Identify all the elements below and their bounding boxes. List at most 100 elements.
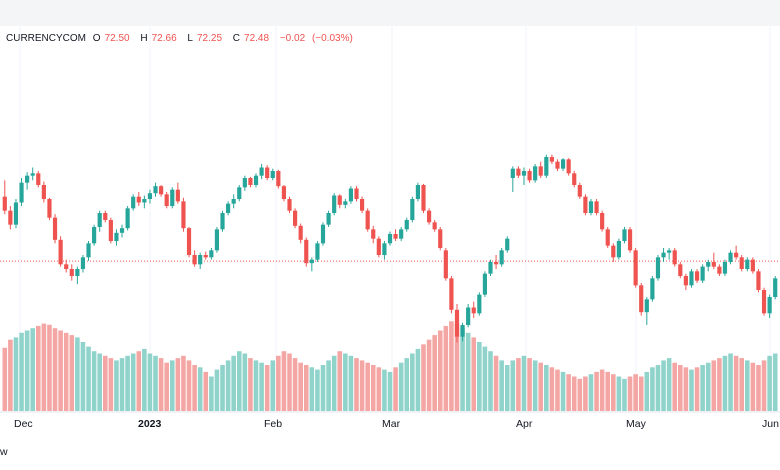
volume-bar — [186, 360, 192, 411]
volume-bar — [24, 330, 30, 411]
volume-bar — [449, 321, 454, 411]
candle — [298, 223, 303, 244]
candle-body — [756, 271, 761, 290]
candle — [343, 199, 348, 209]
volume-bar — [108, 358, 114, 411]
candle-body — [616, 241, 621, 258]
candle-body — [488, 262, 493, 274]
candle — [722, 259, 728, 276]
candle — [555, 159, 560, 171]
volume-bar — [225, 360, 231, 411]
candle-body — [426, 210, 432, 223]
candle-body — [611, 245, 616, 258]
volume-bar — [705, 362, 711, 411]
candle-body — [672, 250, 677, 265]
volume-bar — [627, 376, 633, 411]
candle-body — [175, 189, 180, 202]
x-tick-label: Jun — [762, 418, 779, 430]
volume-bar — [650, 367, 655, 411]
volume-bar — [661, 360, 666, 411]
candle-body — [298, 225, 303, 240]
volume-bar — [499, 360, 504, 411]
candle — [443, 248, 448, 281]
candle — [231, 194, 236, 209]
candle — [605, 227, 610, 248]
candle — [198, 252, 203, 269]
volume-bar — [571, 376, 577, 411]
volume-bar — [41, 323, 47, 411]
volume-bar — [728, 353, 733, 411]
volume-bar — [52, 328, 58, 411]
candle-body — [689, 271, 694, 286]
candle — [64, 259, 69, 273]
candle-body — [633, 250, 638, 286]
candle — [627, 227, 633, 253]
candle-body — [348, 188, 354, 202]
volume-bar — [700, 365, 705, 411]
candle-body — [583, 196, 588, 213]
candle-body — [287, 199, 292, 211]
volume-bar — [605, 371, 611, 411]
volume-bar — [678, 365, 683, 411]
candle-body — [304, 239, 309, 264]
candle — [471, 301, 476, 318]
x-tick-label: Apr — [516, 418, 533, 430]
candle-body — [533, 166, 538, 181]
candle-body — [404, 220, 409, 230]
volume-bar — [382, 369, 387, 411]
candle-body — [700, 266, 705, 281]
candle — [287, 196, 292, 213]
candle — [717, 264, 722, 276]
candle-body — [248, 178, 253, 185]
candle — [706, 259, 711, 272]
candle — [622, 227, 627, 244]
candle — [304, 237, 309, 267]
volume-bar — [504, 365, 510, 411]
candle — [493, 255, 499, 269]
volume-bar — [276, 355, 281, 411]
candle — [410, 196, 415, 223]
volume-bar — [477, 342, 482, 411]
candle — [337, 194, 342, 209]
candle — [281, 185, 287, 202]
volume-bar — [203, 371, 209, 411]
volume-bar — [745, 360, 750, 411]
candle-body — [164, 194, 169, 206]
candle-body — [220, 213, 225, 230]
volume-bar — [638, 376, 644, 411]
toolbar-strip — [0, 0, 780, 26]
volume-bar — [538, 362, 544, 411]
candle-body — [466, 307, 471, 325]
candle — [382, 241, 387, 260]
candle — [477, 292, 482, 316]
candle-body — [622, 229, 627, 241]
candle — [655, 255, 661, 281]
volume-bar — [315, 369, 320, 411]
volume-bar — [521, 355, 527, 411]
candle-body — [572, 173, 577, 185]
volume-bar — [599, 369, 605, 411]
volume-bar — [398, 362, 404, 411]
candle-body — [767, 297, 772, 314]
volume-bar — [510, 360, 516, 411]
candle — [326, 210, 331, 227]
symbol-label[interactable]: CURRENCYCOM — [6, 33, 86, 44]
candle — [633, 248, 638, 288]
volume-bar — [147, 353, 153, 411]
candle — [371, 225, 376, 244]
volume-bar — [750, 362, 756, 411]
candle — [103, 210, 108, 223]
volume-bar — [365, 362, 370, 411]
candle-body — [555, 161, 560, 169]
volume-bar — [47, 324, 52, 411]
time-axis: Dec 2023 Feb Mar Apr May Jun — [14, 418, 779, 430]
candle — [186, 227, 192, 258]
volume-bar — [80, 342, 86, 411]
candle — [600, 210, 605, 232]
volume-bar — [97, 353, 102, 411]
candle — [315, 241, 320, 262]
candle — [192, 250, 197, 267]
candle — [566, 158, 571, 176]
candle-body — [410, 199, 415, 220]
